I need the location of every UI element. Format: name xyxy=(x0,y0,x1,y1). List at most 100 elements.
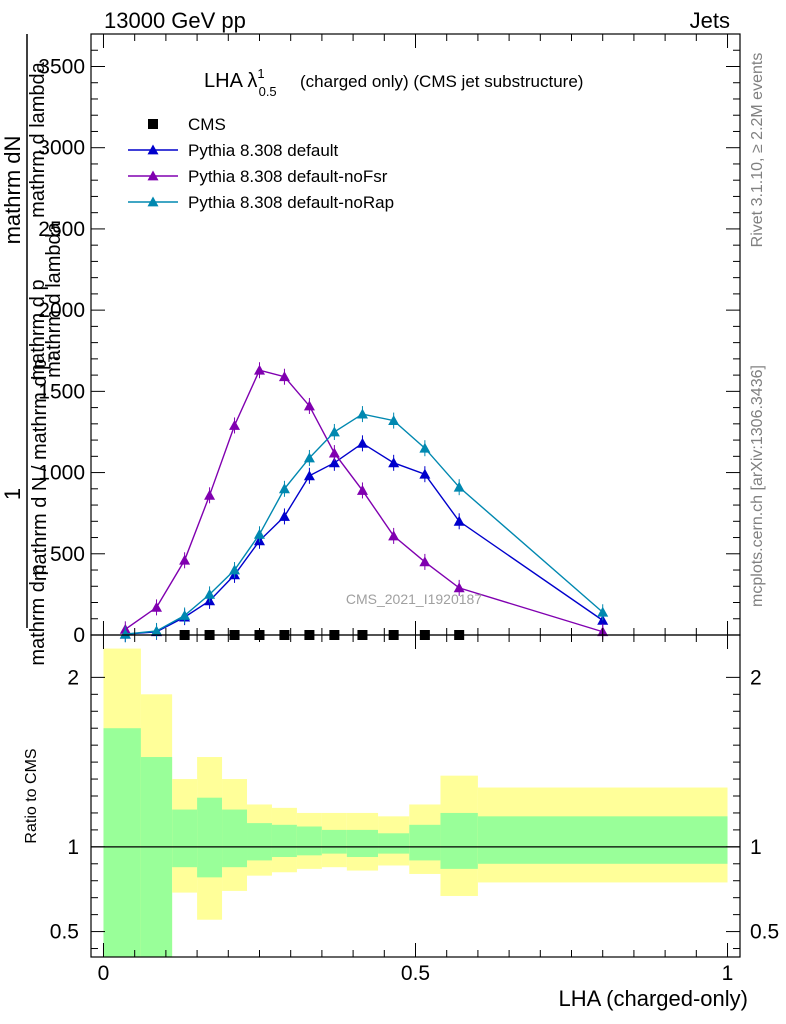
ylabel-den1: mathrm d N / mathrm d p xyxy=(29,359,51,581)
data-point xyxy=(229,419,241,430)
main-ytick-label: 2500 xyxy=(38,218,85,241)
ylabel-num1: mathrm dN xyxy=(0,136,25,245)
ylabel-den2: mathrm d p xyxy=(27,564,49,665)
data-point xyxy=(388,457,400,468)
data-point xyxy=(419,468,431,479)
data-point xyxy=(356,437,368,448)
main-ytick-label: 500 xyxy=(50,543,85,566)
title-main: LHA λ xyxy=(204,70,257,92)
x-axis-label: LHA (charged-only) xyxy=(558,986,748,1011)
data-point xyxy=(253,364,265,375)
ratio-ylabel: Ratio to CMS xyxy=(23,748,40,843)
jets-label: Jets xyxy=(690,8,730,33)
legend-entry: Pythia 8.308 default-noFsr xyxy=(128,167,388,186)
inner-band-bin xyxy=(140,757,173,957)
legend-entry: Pythia 8.308 default-noRap xyxy=(128,193,394,212)
ratio-ytick-label: 1 xyxy=(67,836,79,859)
title-sub: 0.5 xyxy=(259,84,277,99)
series-pythia-8-308-default-norap xyxy=(119,406,609,643)
data-point xyxy=(278,510,290,521)
legend-entry: CMS xyxy=(148,115,226,134)
data-point xyxy=(303,400,315,411)
legend-label: Pythia 8.308 default-noRap xyxy=(188,193,394,212)
main-axis-ticks: 0 500 1000 1500 2000 2500 3000 3500 xyxy=(38,34,740,647)
main-ytick-label: 0 xyxy=(73,624,85,647)
inner-band-bin xyxy=(222,809,248,868)
inner-band-bin xyxy=(296,826,322,856)
legend-label: Pythia 8.308 default xyxy=(188,141,339,160)
ylabel-num2: mathrm d p xyxy=(27,279,49,380)
legend-label: Pythia 8.308 default-noFsr xyxy=(188,167,388,186)
ratio-ytick-label-right: 2 xyxy=(750,666,762,689)
ratio-panel: 0.5 0.5 1 1 2 2 0 0.5 1 Ratio to CMS LHA (charge… xyxy=(23,634,779,1011)
inner-band-bin xyxy=(346,829,379,858)
inner-band-bin xyxy=(321,829,347,854)
data-point xyxy=(328,457,340,468)
data-point xyxy=(253,528,265,539)
data-point xyxy=(204,489,216,500)
ratio-ytick-label-right: 1 xyxy=(750,836,762,859)
data-point xyxy=(179,610,191,620)
inner-band-bin xyxy=(172,809,198,868)
series-line xyxy=(125,413,604,635)
data-point xyxy=(151,625,163,636)
data-point xyxy=(419,442,431,453)
data-point xyxy=(278,371,290,382)
ratio-axis-ticks: 0.5 0.5 1 1 2 2 0 0.5 1 xyxy=(50,635,779,985)
data-point xyxy=(356,484,368,495)
energy-label: 13000 GeV pp xyxy=(104,8,246,33)
legend-marker xyxy=(147,196,159,207)
plot-title: LHA λ1 0.5 (charged only) (CMS jet substr… xyxy=(204,66,583,99)
inner-band-bin xyxy=(409,824,441,861)
data-point xyxy=(419,556,431,567)
ratio-ytick-label-right: 0.5 xyxy=(750,921,779,944)
series-pythia-8-308-default-nofsr xyxy=(119,362,609,640)
inner-band-bin xyxy=(197,797,223,878)
rivet-label: Rivet 3.1.10, ≥ 2.2M events xyxy=(749,53,766,248)
data-point xyxy=(328,426,340,437)
data-point xyxy=(119,628,131,639)
xtick-label: 0 xyxy=(98,962,110,985)
title-rest: (charged only) (CMS jet substructure) xyxy=(300,72,583,91)
data-point xyxy=(204,588,216,599)
inner-band-bin xyxy=(440,812,478,869)
main-ytick-label: 2000 xyxy=(38,299,85,322)
data-point xyxy=(597,606,609,617)
inner-band-bin xyxy=(271,824,297,858)
xtick-label: 0.5 xyxy=(401,962,430,985)
data-point xyxy=(278,483,290,494)
main-ytick-label: 3500 xyxy=(38,55,85,78)
data-point xyxy=(388,415,400,425)
legend-marker xyxy=(147,170,159,181)
data-point xyxy=(453,481,465,492)
mcplots-label: mcplots.cern.ch [arXiv:1306.3436] xyxy=(749,365,766,607)
main-ytick-label: 1500 xyxy=(38,380,85,403)
svg-text:LHA λ10.5: LHA λ1 0.5 xyxy=(204,66,277,99)
legend-marker xyxy=(148,119,158,129)
main-ytick-label: 1000 xyxy=(38,462,85,485)
data-point xyxy=(328,447,340,458)
inner-band-bin xyxy=(103,728,141,957)
inner-band-bin xyxy=(477,816,728,864)
ratio-bands xyxy=(91,648,740,957)
legend: CMS Pythia 8.308 default Pythia 8.308 defa… xyxy=(128,115,394,212)
main-ylabel: 1 mathrm dN mathrm d p mathrm d lambda m… xyxy=(0,34,65,666)
watermark: CMS_2021_I1920187 xyxy=(346,591,482,607)
legend-marker xyxy=(147,144,159,155)
ylabel-num3: mathrm d lambda xyxy=(27,61,49,217)
ratio-ytick-label: 2 xyxy=(67,666,79,689)
main-panel: 0 500 1000 1500 2000 2500 3000 3500 LHA λ1 0.5 (… xyxy=(38,33,741,647)
main-ytick-label: 3000 xyxy=(38,137,85,160)
data-point xyxy=(303,470,315,481)
data-point xyxy=(229,564,241,575)
ylabel-sub-T: T xyxy=(45,353,61,362)
data-point xyxy=(453,515,465,526)
inner-band-bin xyxy=(247,823,272,861)
xtick-label: 1 xyxy=(722,962,734,985)
legend-entry: Pythia 8.308 default xyxy=(128,141,339,160)
inner-band-bin xyxy=(378,833,410,854)
data-point xyxy=(303,452,315,463)
ylabel-den3: mathrm d lambda xyxy=(43,221,65,377)
ylabel-one: 1 xyxy=(0,488,25,500)
